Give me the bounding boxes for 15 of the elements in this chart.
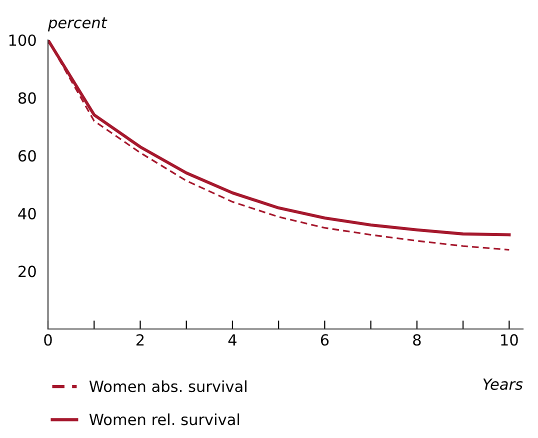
y-tick-label: 60 xyxy=(18,150,36,162)
x-tick-label: 8 xyxy=(413,334,421,346)
legend-label: Women rel. survival xyxy=(89,413,240,426)
y-tick-label: 80 xyxy=(18,92,36,104)
x-tick-label: 0 xyxy=(44,334,52,346)
legend-label: Women abs. survival xyxy=(89,380,246,392)
x-tick-label: 6 xyxy=(320,334,329,346)
x-tick-label: 4 xyxy=(228,334,236,346)
y-tick-label: 40 xyxy=(18,208,36,220)
y-tick-label: 100 xyxy=(9,34,36,46)
x-tick-label: 2 xyxy=(136,334,144,346)
x-axis-title: Years xyxy=(483,378,523,390)
y-axis-title: percent xyxy=(48,17,108,32)
x-tick-label: 10 xyxy=(501,334,518,346)
y-tick-label: 20 xyxy=(18,266,36,278)
